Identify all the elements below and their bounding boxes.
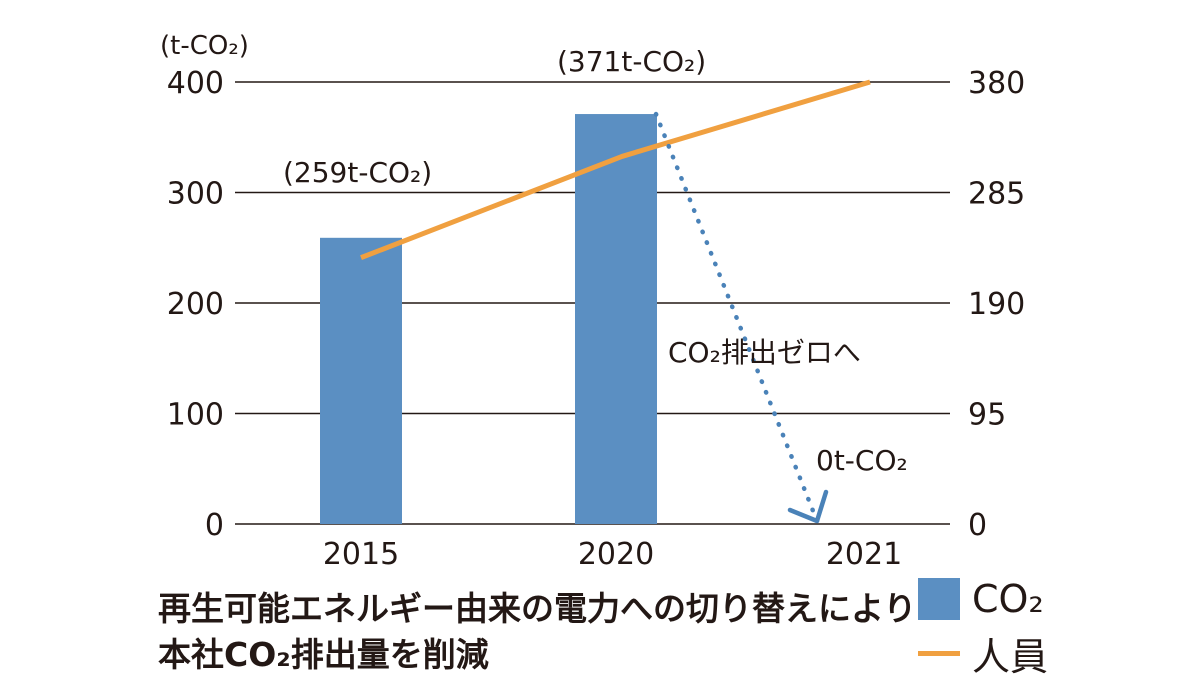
x-tick-label: 2021 [826, 537, 902, 572]
target-label: 0t-CO₂ [816, 444, 908, 477]
y-right-tick-label: 0 [968, 508, 987, 543]
arrow-head [787, 489, 829, 524]
y-left-tick-label: 200 [167, 287, 224, 322]
y-right-tick-label: 285 [968, 177, 1025, 212]
arrow-shaft [653, 111, 820, 524]
annotation-2015: (259t-CO₂) [283, 156, 432, 189]
legend-item-co2: CO₂ [918, 572, 1048, 626]
y-left-tick-label: 100 [167, 398, 224, 433]
legend-label-co2: CO₂ [972, 577, 1044, 621]
arrow-label: CO₂排出ゼロへ [668, 336, 861, 369]
staff-line-layer [360, 79, 871, 260]
legend: CO₂ 人員 [918, 572, 1048, 680]
y-right-tick-label: 190 [968, 287, 1025, 322]
caption-line-2: 本社CO₂排出量を削減 [158, 635, 489, 674]
chart: (t-CO₂) (259t-CO₂) (371t-CO₂) CO₂排出ゼロへ 0… [160, 31, 1025, 572]
legend-item-staff: 人員 [918, 626, 1048, 680]
y-left-tick-label: 0 [205, 508, 224, 543]
bar-2020 [575, 114, 657, 525]
reduction-arrow [653, 111, 829, 524]
bars [320, 114, 657, 525]
x-tick-label: 2015 [323, 537, 399, 572]
legend-label-staff: 人員 [972, 634, 1049, 679]
y-left-tick-label: 400 [167, 66, 224, 101]
y-left-tick-label: 300 [167, 177, 224, 212]
chart-labels: (t-CO₂) (259t-CO₂) (371t-CO₂) CO₂排出ゼロへ 0… [160, 31, 1025, 572]
legend-swatch-line [918, 650, 960, 656]
legend-swatch-bar [918, 578, 960, 620]
x-tick-label: 2020 [578, 537, 654, 572]
y-axis-unit: (t-CO₂) [160, 31, 249, 61]
caption: 再生可能エネルギー由来の電力への切り替えにより 本社CO₂排出量を削減 [158, 586, 916, 678]
y-right-tick-label: 95 [968, 398, 1006, 433]
caption-line-1: 再生可能エネルギー由来の電力への切り替えにより [158, 589, 917, 628]
bar-2015 [320, 237, 402, 524]
annotation-2020: (371t-CO₂) [557, 45, 706, 78]
y-right-tick-label: 380 [968, 66, 1025, 101]
